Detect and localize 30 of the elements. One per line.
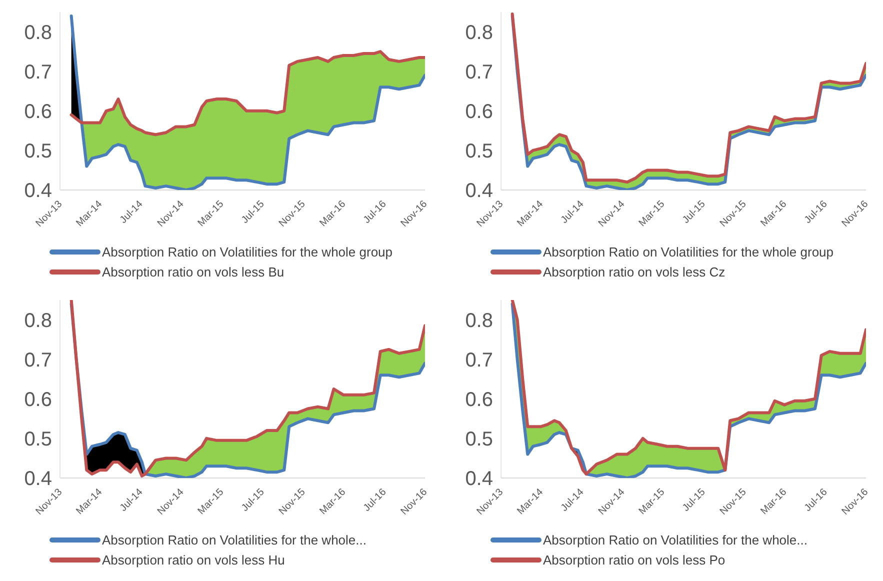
y-tick-label: 0.8: [24, 310, 52, 332]
y-tick-label: 0.4: [24, 468, 52, 490]
y-tick-label: 0.8: [465, 310, 493, 332]
line-series: [70, 14, 425, 190]
legend-label: Absorption Ratio on Volatilities for the whole...: [102, 532, 366, 548]
y-tick-label: 0.5: [24, 140, 52, 162]
legend-label: Absorption Ratio on Volatilities for the whole group: [102, 244, 393, 260]
line-series: [70, 50, 425, 136]
y-tick-label: 0.4: [465, 468, 493, 490]
y-tick-label: 0.8: [465, 22, 493, 44]
y-tick-label: 0.5: [24, 428, 52, 450]
legend-label: Absorption ratio on vols less Bu: [102, 264, 284, 280]
y-tick-label: 0.7: [24, 349, 52, 372]
y-tick-label: 0.7: [465, 61, 493, 84]
y-tick-label: 0.4: [465, 180, 493, 202]
y-tick-label: 0.5: [465, 428, 493, 450]
y-tick-label: 0.6: [24, 100, 52, 123]
y-tick-label: 0.8: [24, 22, 52, 44]
legend-label: Absorption ratio on vols less Po: [543, 552, 726, 568]
y-tick-label: 0.4: [24, 180, 52, 202]
legend-label: Absorption Ratio on Volatilities for the whole...: [543, 532, 808, 548]
legend-label: Absorption ratio on vols less Cz: [543, 264, 726, 280]
y-tick-label: 0.5: [465, 140, 493, 162]
y-tick-label: 0.6: [465, 388, 493, 411]
y-tick-label: 0.6: [24, 388, 52, 411]
y-tick-label: 0.7: [465, 349, 493, 372]
legend-label: Absorption Ratio on Volatilities for the whole group: [543, 244, 834, 260]
y-tick-label: 0.6: [465, 100, 493, 123]
legend-label: Absorption ratio on vols less Hu: [102, 552, 285, 568]
y-tick-label: 0.7: [24, 61, 52, 84]
